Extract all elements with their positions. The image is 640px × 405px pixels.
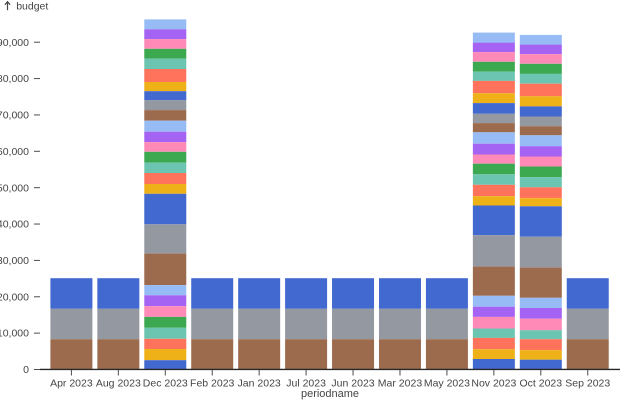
- svg-text:80,000: 80,000: [0, 73, 29, 85]
- svg-text:Aug 2023: Aug 2023: [96, 377, 141, 389]
- svg-text:20,000: 20,000: [0, 291, 29, 303]
- svg-text:Jan 2023: Jan 2023: [238, 377, 281, 389]
- svg-text:70,000: 70,000: [0, 110, 29, 122]
- svg-text:0: 0: [23, 364, 29, 376]
- svg-text:50,000: 50,000: [0, 182, 29, 194]
- svg-text:Dec 2023: Dec 2023: [143, 377, 188, 389]
- svg-text:Sep 2023: Sep 2023: [565, 377, 610, 389]
- svg-text:10,000: 10,000: [0, 328, 29, 340]
- svg-text:periodname: periodname: [301, 388, 359, 400]
- svg-text:90,000: 90,000: [0, 37, 29, 49]
- svg-text:Apr 2023: Apr 2023: [50, 377, 93, 389]
- svg-text:Mar 2023: Mar 2023: [378, 377, 423, 389]
- svg-text:Jun 2023: Jun 2023: [331, 377, 374, 389]
- svg-text:Oct 2023: Oct 2023: [519, 377, 562, 389]
- svg-text:40,000: 40,000: [0, 219, 29, 231]
- svg-text:budget: budget: [16, 0, 48, 12]
- svg-text:Nov 2023: Nov 2023: [471, 377, 516, 389]
- svg-text:May 2023: May 2023: [424, 377, 470, 389]
- svg-text:Jul 2023: Jul 2023: [286, 377, 326, 389]
- svg-text:30,000: 30,000: [0, 255, 29, 267]
- svg-text:60,000: 60,000: [0, 146, 29, 158]
- svg-text:Feb 2023: Feb 2023: [190, 377, 235, 389]
